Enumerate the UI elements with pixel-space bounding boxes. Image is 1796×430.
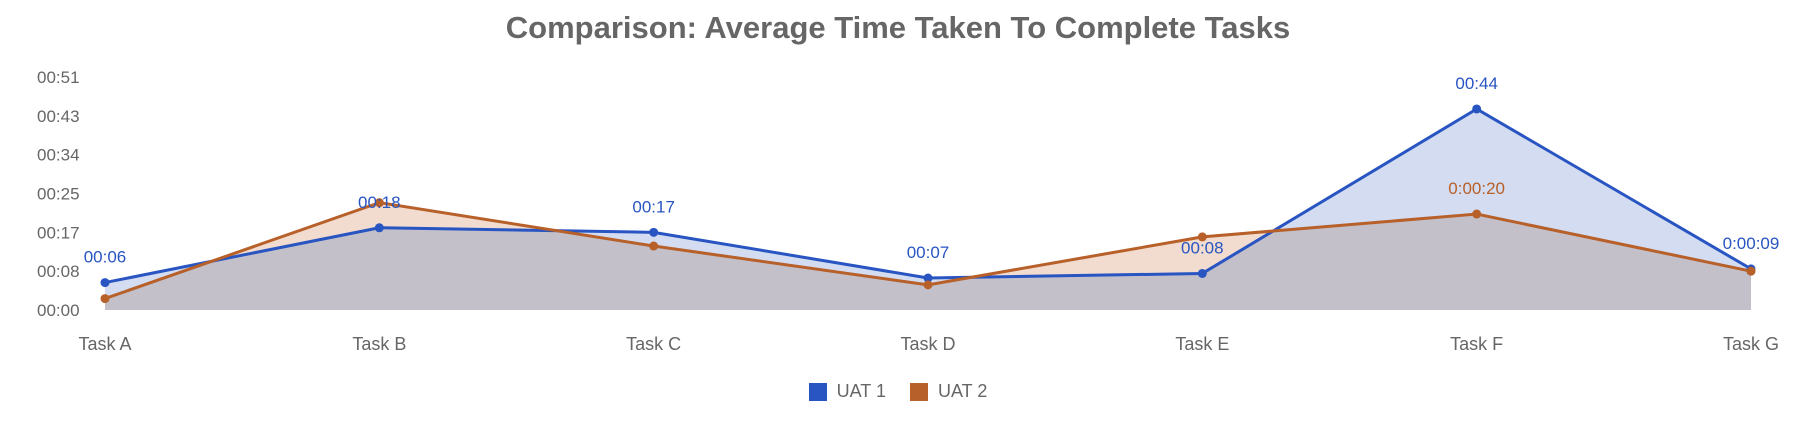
data-point[interactable] xyxy=(374,223,384,233)
legend-label: UAT 2 xyxy=(938,381,988,401)
data-label: 00:44 xyxy=(1455,74,1498,93)
legend-item-uat-1[interactable]: UAT 1 xyxy=(808,381,886,402)
data-label: 00:18 xyxy=(358,193,401,212)
x-tick-label: Task A xyxy=(78,334,131,354)
legend: UAT 1 UAT 2 xyxy=(0,381,1796,402)
x-tick-label: Task E xyxy=(1175,334,1229,354)
data-point[interactable] xyxy=(923,273,933,283)
data-point[interactable] xyxy=(1472,209,1482,219)
series-points xyxy=(100,104,1756,304)
x-tick-label: Task B xyxy=(352,334,406,354)
x-tick-label: Task D xyxy=(900,334,955,354)
data-point[interactable] xyxy=(374,198,384,208)
data-label: 00:17 xyxy=(632,197,675,216)
data-point[interactable] xyxy=(649,227,659,237)
legend-label: UAT 1 xyxy=(836,381,886,401)
x-axis: Task A Task B Task C Task D Task E Task F Task… xyxy=(78,334,1779,354)
x-tick-label: Task F xyxy=(1450,334,1503,354)
y-tick-label: 00:17 xyxy=(37,223,80,242)
data-point[interactable] xyxy=(1472,104,1482,114)
data-point[interactable] xyxy=(1197,232,1207,242)
y-tick-label: 00:00 xyxy=(37,301,80,320)
y-tick-label: 00:51 xyxy=(37,68,80,87)
x-tick-label: Task G xyxy=(1723,334,1779,354)
x-tick-label: Task C xyxy=(626,334,681,354)
data-label: 00:07 xyxy=(907,243,950,262)
data-label: 0:00:09 xyxy=(1723,234,1780,253)
y-tick-label: 00:25 xyxy=(37,185,80,204)
data-point[interactable] xyxy=(1197,268,1207,278)
y-axis: 00:00 00:08 00:17 00:25 00:34 00:43 00:51 xyxy=(37,68,80,320)
data-point[interactable] xyxy=(649,241,659,251)
data-labels: 00:06 00:18 00:17 00:07 00:08 00:44 0:00:09 0:0… xyxy=(84,74,1780,267)
data-label: 0:00:20 xyxy=(1448,179,1505,198)
y-tick-label: 00:08 xyxy=(37,262,80,281)
y-tick-label: 00:34 xyxy=(37,146,80,165)
data-point[interactable] xyxy=(923,280,933,290)
data-point[interactable] xyxy=(100,294,110,304)
data-point[interactable] xyxy=(100,278,110,288)
data-label: 00:08 xyxy=(1181,238,1224,257)
legend-item-uat-2[interactable]: UAT 2 xyxy=(910,381,987,402)
legend-swatch xyxy=(808,382,827,401)
legend-swatch xyxy=(910,382,928,401)
chart-title: Comparison: Average Time Taken To Comple… xyxy=(505,10,1291,45)
y-tick-label: 00:43 xyxy=(37,107,80,126)
data-point[interactable] xyxy=(1746,266,1756,276)
data-label: 00:06 xyxy=(84,248,127,267)
